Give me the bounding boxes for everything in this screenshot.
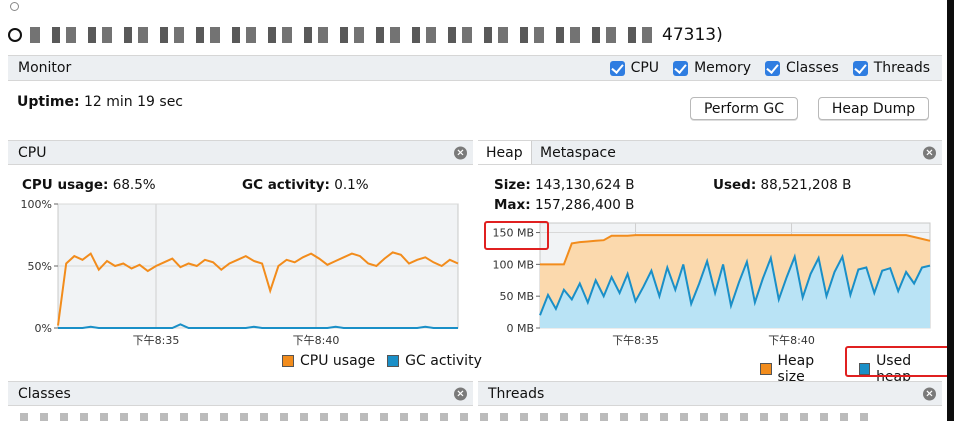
checkbox-threads[interactable]: Threads xyxy=(852,60,930,76)
series-area-used-heap xyxy=(540,256,930,328)
uptime-value: 12 min 19 sec xyxy=(84,94,183,110)
x-tick-label: 下午8:40 xyxy=(768,334,815,347)
close-icon[interactable]: × xyxy=(454,146,467,159)
close-icon[interactable]: × xyxy=(923,146,936,159)
cpu-usage-label: CPU usage: xyxy=(22,177,109,193)
window-title: 47313) xyxy=(8,22,723,48)
gc-activity-stat: GC activity: 0.1% xyxy=(242,177,369,193)
jvm-icon xyxy=(8,28,22,42)
x-tick-label: 下午8:35 xyxy=(133,334,180,347)
y-tick-label: 0% xyxy=(35,322,52,335)
heap-used-value: 88,521,208 B xyxy=(760,177,852,193)
series-line-used-heap xyxy=(539,253,931,316)
tab-metaspace[interactable]: Metaspace xyxy=(540,144,616,161)
checkbox-checked-icon[interactable] xyxy=(852,60,868,76)
gc-activity-value: 0.1% xyxy=(334,177,369,193)
x-tick-label: 下午8:35 xyxy=(612,334,659,347)
classes-panel-title: Classes xyxy=(18,385,71,402)
checkbox-label: CPU xyxy=(630,60,660,76)
series-line-cpu-usage xyxy=(57,251,459,326)
highlight-box-y-label xyxy=(484,221,549,250)
legend-cpu-usage: CPU usage xyxy=(300,353,376,369)
heap-chart: 150 MB 100 MB 50 MB 0 MB 下午8:35 下午8:40 xyxy=(492,222,931,347)
redacted-title xyxy=(30,27,660,43)
uptime: Uptime: 12 min 19 sec xyxy=(17,94,183,110)
close-icon[interactable]: × xyxy=(454,387,467,400)
monitor-bar: Monitor CPU Memory Classes Threads xyxy=(8,55,942,81)
perform-gc-button[interactable]: Perform GC xyxy=(690,97,798,120)
checkbox-memory[interactable]: Memory xyxy=(673,60,751,76)
checkbox-checked-icon[interactable] xyxy=(673,60,689,76)
checkbox-label: Threads xyxy=(873,60,930,76)
series-line-gc-activity xyxy=(58,323,458,329)
y-tick-label: 50% xyxy=(28,260,52,273)
heap-panel-header: Heap Metaspace × xyxy=(478,140,942,165)
y-tick-label: 100 MB xyxy=(492,258,534,271)
cpu-panel-header: CPU × xyxy=(8,140,473,165)
cpu-panel-title: CPU xyxy=(18,144,47,161)
series-line-heap-size xyxy=(540,234,931,266)
heap-used-label: Used: xyxy=(713,177,757,193)
checkbox-label: Classes xyxy=(786,60,839,76)
title-pid: 47313) xyxy=(662,25,723,45)
legend-gc-activity: GC activity xyxy=(405,353,482,369)
threads-panel-title: Threads xyxy=(488,385,545,402)
heap-max-label: Max: xyxy=(494,197,531,213)
heap-size-value: 143,130,624 B xyxy=(535,177,635,193)
y-tick-label: 50 MB xyxy=(499,290,534,303)
cpu-chart: 100% 50% 0% 下午8:35 下午8:40 xyxy=(21,200,459,347)
y-tick-label: 150 MB xyxy=(492,227,534,240)
heap-size-swatch xyxy=(760,363,772,375)
checkbox-classes[interactable]: Classes xyxy=(765,60,839,76)
heap-max-value: 157,286,400 B xyxy=(534,197,635,213)
heap-max-stat: Max: 157,286,400 B xyxy=(494,197,634,213)
y-tick-label: 0 MB xyxy=(506,322,534,335)
checkbox-checked-icon[interactable] xyxy=(765,60,780,76)
gc-activity-label: GC activity: xyxy=(242,177,330,193)
classes-panel-header: Classes × xyxy=(8,381,473,406)
checkbox-label: Memory xyxy=(694,60,751,76)
heap-dump-button[interactable]: Heap Dump xyxy=(818,97,929,120)
tab-heap[interactable]: Heap xyxy=(478,141,532,164)
close-icon[interactable] xyxy=(10,2,19,11)
cpu-legend: CPU usage GC activity xyxy=(282,353,482,369)
cpu-usage-swatch xyxy=(282,355,294,367)
window-edge xyxy=(947,0,954,421)
highlight-box-legend xyxy=(845,346,947,377)
heap-size-label: Size: xyxy=(494,177,531,193)
close-icon[interactable]: × xyxy=(923,387,936,400)
heap-size-stat: Size: 143,130,624 B xyxy=(494,177,635,193)
y-tick-label: 100% xyxy=(21,200,52,211)
cpu-usage-value: 68.5% xyxy=(112,177,156,193)
heap-used-stat: Used: 88,521,208 B xyxy=(713,177,851,193)
cpu-usage-stat: CPU usage: 68.5% xyxy=(22,177,156,193)
threads-panel-header: Threads × xyxy=(478,381,942,406)
uptime-label: Uptime: xyxy=(17,94,80,110)
used-heap-swatch xyxy=(858,363,871,375)
redacted-stats-row xyxy=(20,413,880,421)
monitor-checkboxes: CPU Memory Classes Threads xyxy=(609,60,930,76)
x-tick-label: 下午8:40 xyxy=(293,334,340,347)
checkbox-cpu[interactable]: CPU xyxy=(609,60,660,76)
checkbox-checked-icon[interactable] xyxy=(609,60,625,76)
monitor-label: Monitor xyxy=(18,60,72,76)
gc-activity-swatch xyxy=(387,355,400,367)
